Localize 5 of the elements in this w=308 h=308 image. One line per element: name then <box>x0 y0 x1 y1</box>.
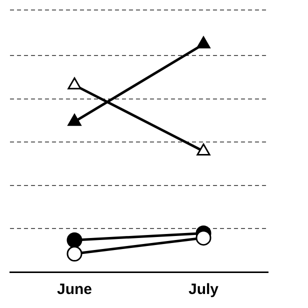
point <box>196 230 212 246</box>
x-tick-label: July <box>188 281 220 298</box>
point <box>66 246 82 262</box>
x-tick-label: June <box>56 281 92 298</box>
point <box>66 232 82 248</box>
